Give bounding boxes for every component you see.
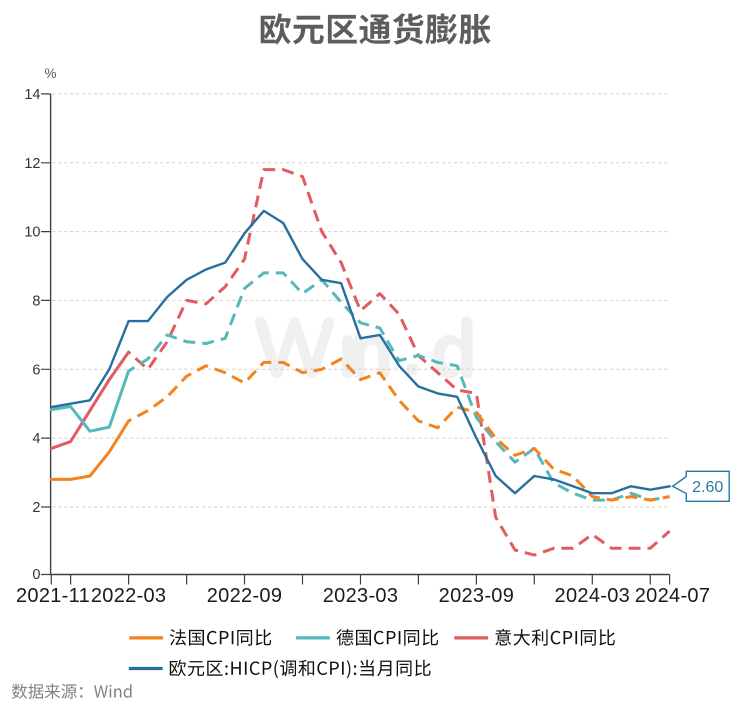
svg-text:12: 12 <box>24 156 40 172</box>
svg-text:14: 14 <box>24 87 40 103</box>
svg-text:%: % <box>45 66 57 81</box>
svg-text:2021-11: 2021-11 <box>16 585 90 607</box>
svg-text:2022-03: 2022-03 <box>91 585 167 607</box>
svg-text:10: 10 <box>24 225 40 241</box>
svg-text:2023-03: 2023-03 <box>323 585 399 607</box>
svg-text:0: 0 <box>32 567 40 583</box>
svg-text:8: 8 <box>32 293 40 309</box>
svg-text:2023-09: 2023-09 <box>439 585 515 607</box>
svg-text:2024-03: 2024-03 <box>555 585 631 607</box>
svg-text:4: 4 <box>32 431 40 447</box>
svg-text:6: 6 <box>32 362 40 378</box>
svg-text:2022-09: 2022-09 <box>207 585 283 607</box>
svg-text:2.60: 2.60 <box>692 479 723 496</box>
svg-text:2: 2 <box>32 500 40 516</box>
svg-text:2024-07: 2024-07 <box>635 585 711 607</box>
